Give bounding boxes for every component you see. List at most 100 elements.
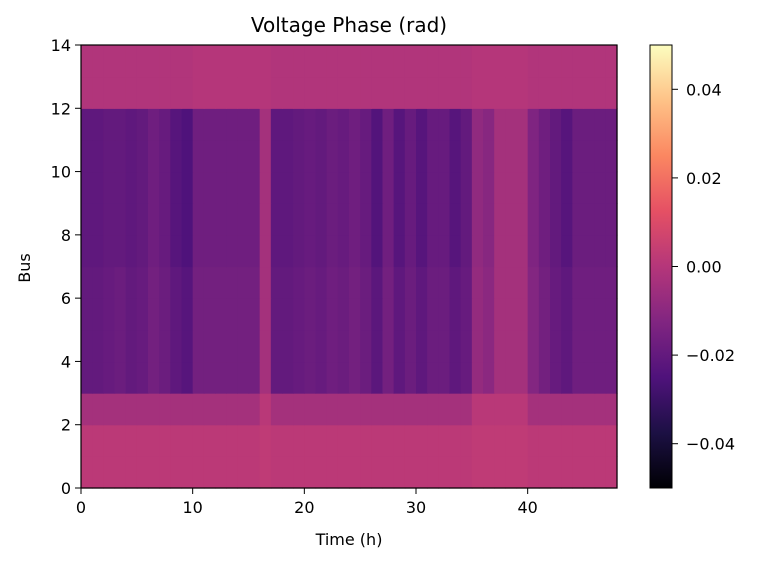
heatmap-cell <box>337 45 350 78</box>
heatmap-cell <box>270 329 283 363</box>
heatmap-cell <box>237 456 250 489</box>
heatmap-cell <box>136 424 149 457</box>
heatmap-cell <box>460 108 473 141</box>
heatmap-cell <box>471 139 484 173</box>
heatmap-cell <box>103 361 116 394</box>
heatmap-cell <box>226 456 238 489</box>
heatmap-cell <box>136 108 149 141</box>
heatmap-cell <box>471 329 484 363</box>
heatmap-cell <box>192 361 205 394</box>
heatmap-cell <box>460 171 473 204</box>
heatmap-cell <box>215 234 227 268</box>
heatmap-cell <box>304 393 317 426</box>
heatmap-cell <box>148 329 160 363</box>
heatmap-cell <box>349 329 361 363</box>
heatmap-cell <box>114 361 127 394</box>
heatmap-cell <box>326 298 339 331</box>
heatmap-cell <box>349 139 361 173</box>
heatmap-cell <box>605 298 618 331</box>
heatmap-cell <box>605 329 618 363</box>
heatmap-cell <box>293 76 305 109</box>
heatmap-cell <box>81 424 93 457</box>
heatmap-cell <box>438 456 451 489</box>
heatmap-cell <box>605 108 618 141</box>
heatmap-cell <box>337 203 350 236</box>
heatmap-cell <box>170 139 183 173</box>
heatmap-cell <box>416 76 428 109</box>
heatmap-cell <box>505 76 518 109</box>
heatmap-cell <box>371 171 384 204</box>
y-tick-label: 0 <box>61 479 71 498</box>
x-tick-label: 40 <box>517 498 537 517</box>
heatmap-cell <box>416 393 428 426</box>
heatmap-cell <box>103 139 116 173</box>
heatmap-cell <box>114 76 127 109</box>
heatmap-cell <box>427 456 439 489</box>
heatmap-cell <box>483 456 495 489</box>
heatmap-cell <box>81 108 93 141</box>
heatmap-cell <box>293 234 305 268</box>
heatmap-cell <box>550 424 562 457</box>
heatmap-cell <box>371 45 384 78</box>
heatmap-cell <box>282 456 294 489</box>
heatmap-cell <box>449 234 462 268</box>
heatmap-cell <box>181 298 194 331</box>
heatmap-cell <box>471 203 484 236</box>
heatmap-cell <box>203 76 216 109</box>
heatmap-cell <box>248 329 261 363</box>
heatmap-cell <box>125 361 138 394</box>
heatmap-cell <box>337 171 350 204</box>
heatmap-cell <box>114 266 127 299</box>
heatmap-cell <box>572 45 585 78</box>
heatmap-cell <box>270 424 283 457</box>
heatmap-cell <box>404 456 417 489</box>
heatmap-cell <box>349 203 361 236</box>
heatmap-cell <box>416 108 428 141</box>
heatmap-cell <box>538 266 551 299</box>
heatmap-cell <box>550 298 562 331</box>
heatmap-cell <box>349 361 361 394</box>
heatmap-cell <box>159 45 171 78</box>
heatmap-cell <box>382 266 395 299</box>
heatmap-cell <box>114 139 127 173</box>
heatmap-cell <box>583 108 596 141</box>
heatmap-cell <box>304 456 317 489</box>
heatmap-cell <box>259 266 272 299</box>
heatmap-cell <box>550 45 562 78</box>
heatmap-cell <box>516 108 529 141</box>
heatmap-cell <box>315 456 328 489</box>
heatmap-cell <box>494 424 506 457</box>
heatmap-cell <box>382 76 395 109</box>
heatmap-cell <box>550 393 562 426</box>
heatmap-cell <box>505 329 518 363</box>
heatmap-cell <box>215 298 227 331</box>
heatmap-cell <box>170 424 183 457</box>
heatmap-cell <box>282 361 294 394</box>
heatmap-cell <box>449 424 462 457</box>
heatmap-cell <box>170 393 183 426</box>
heatmap-cell <box>136 139 149 173</box>
heatmap-cell <box>382 424 395 457</box>
heatmap-cell <box>404 361 417 394</box>
heatmap-cell <box>494 139 506 173</box>
heatmap-cell <box>605 76 618 109</box>
heatmap-cell <box>270 203 283 236</box>
heatmap-cell <box>81 234 93 268</box>
heatmap-cell <box>416 361 428 394</box>
heatmap-cell <box>471 171 484 204</box>
heatmap-cell <box>349 266 361 299</box>
heatmap-cell <box>282 171 294 204</box>
heatmap-cell <box>293 361 305 394</box>
heatmap-cell <box>248 361 261 394</box>
heatmap-cell <box>315 203 328 236</box>
heatmap-cell <box>427 76 439 109</box>
heatmap-cell <box>460 234 473 268</box>
heatmap-cell <box>583 234 596 268</box>
heatmap-cell <box>393 45 406 78</box>
heatmap-cell <box>572 298 585 331</box>
heatmap-cell <box>516 329 529 363</box>
heatmap-cell <box>393 203 406 236</box>
heatmap-cell <box>215 203 227 236</box>
heatmap-cell <box>326 45 339 78</box>
heatmap-cell <box>538 171 551 204</box>
